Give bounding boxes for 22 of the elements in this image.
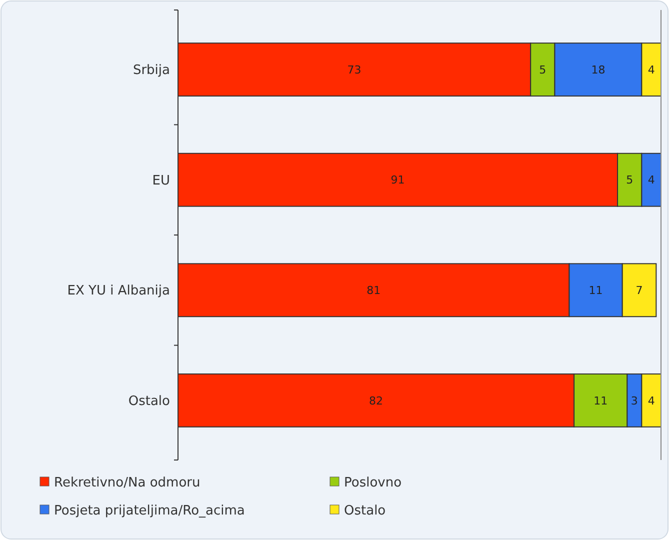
data-label: 18 <box>591 63 606 76</box>
data-label: 81 <box>366 284 381 297</box>
data-label: 4 <box>648 394 655 408</box>
data-label: 5 <box>539 63 546 76</box>
data-label: 3 <box>630 394 638 408</box>
data-label: 7 <box>636 284 643 297</box>
y-tick-label: Ostalo <box>128 394 170 409</box>
y-tick-label: EU <box>152 173 170 188</box>
legend-label: Poslovno <box>344 476 402 491</box>
legend-label: Rekretivno/Na odmoru <box>54 476 200 491</box>
y-tick-label: Srbija <box>132 63 170 78</box>
data-label: 4 <box>648 63 655 76</box>
data-label: 4 <box>648 174 655 187</box>
y-tick-label: EX YU i Albanija <box>67 284 170 299</box>
data-label: 11 <box>588 284 603 297</box>
data-label: 91 <box>390 174 405 187</box>
legend-label: Ostalo <box>344 504 386 519</box>
data-label: 82 <box>369 394 384 408</box>
data-label: 11 <box>594 394 608 408</box>
legend-label: Posjeta prijateljima/Ro_acima <box>54 504 245 519</box>
data-label: 5 <box>626 174 634 187</box>
data-label: 73 <box>347 63 362 76</box>
